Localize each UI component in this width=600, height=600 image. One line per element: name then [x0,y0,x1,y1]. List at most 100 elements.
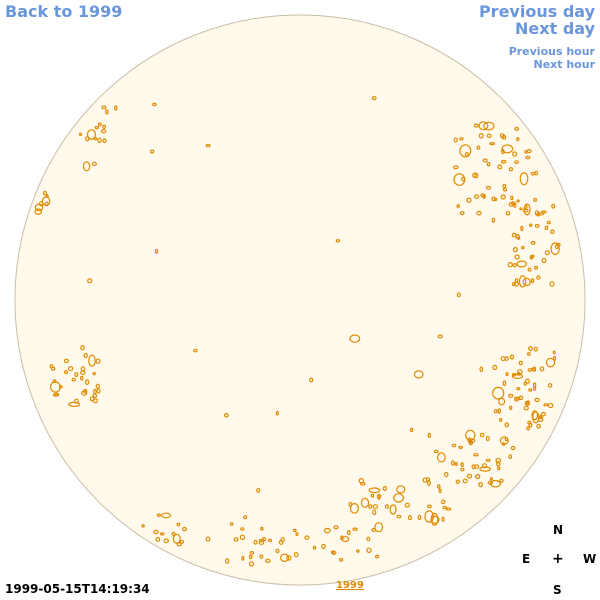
contour-mark [437,334,443,339]
solar-disk [14,14,586,586]
contour-mark [516,199,520,203]
contour-mark [500,159,507,164]
contour-mark [520,246,525,250]
contour-mark [526,426,530,431]
next-hour-link[interactable]: Next hour [533,58,596,71]
contour-mark [370,493,375,498]
contour-mark [513,202,517,208]
contour-mark [544,250,550,256]
contour-mark [441,499,446,505]
contour-mark [366,547,372,554]
contour-mark [530,171,535,176]
contour-mark [259,554,264,559]
contour-mark [511,232,517,238]
contour-mark [349,334,361,343]
contour-mark [472,172,479,179]
contour-mark [459,211,465,216]
contour-mark [100,128,107,134]
contour-mark [275,410,279,416]
contour-mark [523,203,531,216]
contour-mark [42,190,48,196]
contour-mark [102,138,107,144]
contour-mark [84,379,90,386]
contour-mark [551,203,556,209]
year-link[interactable]: 1999 [336,580,364,591]
contour-mark [323,527,331,534]
contour-mark [534,170,539,176]
contour-mark [451,443,457,448]
contour-mark [58,385,63,389]
contour-mark [256,488,261,493]
contour-mark [505,211,511,216]
contour-mark [443,471,449,478]
contour-mark [518,395,524,401]
contour-mark [476,145,481,150]
contour-mark [264,558,271,564]
contour-mark [304,535,310,540]
contour-mark [149,149,155,154]
contour-mark [493,409,498,414]
contour-mark [456,204,461,208]
contour-mark [280,553,290,563]
contour-mark [474,194,480,199]
contour-mark [495,457,502,464]
contour-mark [523,405,529,411]
contour-mark [493,197,498,202]
contour-mark [473,123,479,128]
contour-mark [466,473,473,479]
next-day-link[interactable]: Next day [515,19,595,38]
contour-mark [482,158,488,163]
contour-mark [275,548,280,554]
contour-mark [455,479,460,484]
contour-mark [515,233,520,240]
contour-mark [349,503,359,514]
contour-mark [518,360,523,366]
contour-mark [368,487,381,494]
contour-mark [152,102,157,107]
contour-mark [479,432,485,438]
contour-mark [248,554,253,560]
previous-day-link[interactable]: Previous day [478,2,595,21]
contour-mark [433,449,439,454]
contour-mark [445,507,452,511]
contour-mark [485,435,490,442]
contour-mark [240,527,245,531]
contour-mark [479,366,484,373]
contour-mark [541,257,547,264]
contour-mark [437,452,446,463]
contour-mark [547,403,554,409]
contour-mark [280,536,286,543]
previous-hour-link[interactable]: Previous hour [508,45,595,58]
contour-mark [511,282,516,287]
contour-mark [552,350,556,355]
contour-mark [453,137,458,143]
contour-mark [441,516,445,522]
contour-mark [496,461,501,467]
contour-mark [384,504,389,509]
contour-mark [480,193,486,198]
contour-mark [489,142,496,146]
contour-mark [396,514,402,519]
contour-mark [453,173,466,186]
contour-mark [512,263,517,268]
contour-mark [97,137,102,143]
contour-mark [80,366,86,372]
contour-mark [478,133,484,139]
back-to-year-link[interactable]: Back to 1999 [5,2,123,21]
contour-mark [352,527,358,531]
contour-mark [543,403,549,407]
contour-mark [407,514,413,521]
contour-mark [424,510,435,523]
contour-mark [536,275,541,280]
contour-mark [527,420,532,425]
contour-mark [530,278,535,284]
contour-mark [528,388,533,392]
contour-mark [546,220,551,225]
contour-mark [409,427,414,433]
contour-mark [458,445,463,449]
contour-mark [243,515,248,520]
contour-mark [83,352,88,359]
contour-mark [508,454,513,460]
contour-mark [464,151,469,157]
contour-mark [544,225,549,231]
